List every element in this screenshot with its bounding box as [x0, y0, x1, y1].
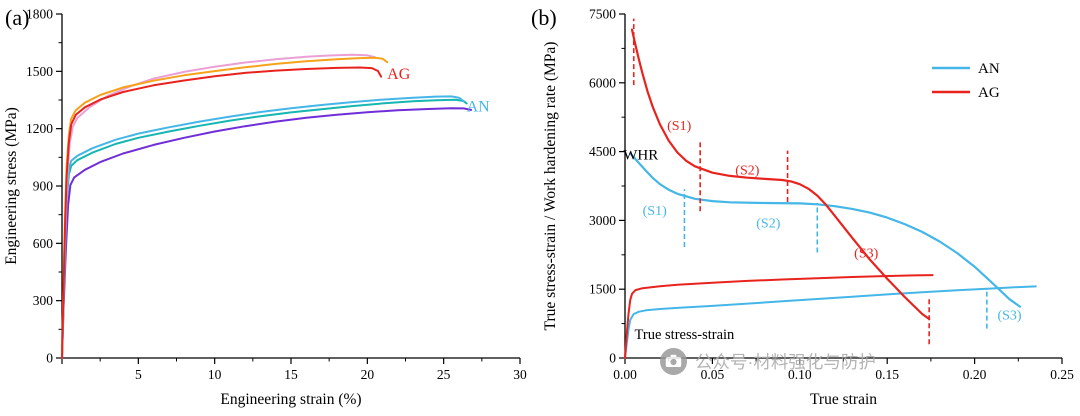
series-line-AN-WHR [629, 152, 1022, 308]
y-axis-title: True stress-strain / Work hardening rate… [542, 42, 559, 331]
legend-label-AG: AG [978, 85, 1000, 101]
y-tick-label: 1200 [26, 121, 53, 136]
legend-label-AN: AN [978, 61, 1000, 77]
series-line-AG-true-stress [624, 274, 934, 359]
y-tick-label: 3000 [589, 213, 616, 228]
annotation: AG [387, 66, 411, 83]
x-axis-title: Engineering strain (%) [220, 391, 361, 408]
annotation: (S3) [997, 308, 1021, 323]
x-axis-title: True strain [810, 391, 877, 408]
panel-label-a: (a) [5, 5, 30, 30]
series-line-AN-true-stress [624, 285, 1037, 359]
y-tick-label: 0 [46, 351, 53, 366]
y-tick-label: 7500 [589, 7, 616, 22]
y-tick-label: 1500 [26, 64, 53, 79]
annotation: (S1) [667, 119, 691, 134]
x-tick-label: 0.20 [963, 367, 987, 382]
y-tick-label: 900 [33, 179, 54, 194]
x-tick-label: 0.00 [613, 367, 637, 382]
y-tick-label: 6000 [589, 75, 616, 90]
x-tick-label: 0.10 [788, 367, 812, 382]
x-tick-label: 30 [513, 367, 527, 382]
x-tick-label: 15 [284, 367, 298, 382]
y-tick-label: 1500 [589, 282, 616, 297]
annotation: (S2) [735, 163, 759, 178]
series-line-AN-cyan [61, 95, 465, 359]
x-tick-label: 0.25 [1050, 367, 1074, 382]
series-line-AG-WHR [630, 28, 931, 321]
x-tick-label: 0.05 [701, 367, 725, 382]
engineering-stress-strain-chart: 5 10 15 20 25 300300600900120015001800AGANEng… [3, 7, 527, 409]
series-line-AG-red [61, 66, 383, 359]
panel-label-b: (b) [531, 5, 557, 30]
camera-icon [660, 348, 687, 375]
watermark-text: 公众号·材料强化与防护 [695, 352, 876, 372]
y-tick-label: 0 [609, 351, 616, 366]
annotation: True stress-strain [635, 327, 736, 343]
y-axis-title: Engineering stress (MPa) [3, 107, 20, 265]
y-tick-label: 300 [33, 293, 54, 308]
y-tick-label: 4500 [589, 144, 616, 159]
axes [61, 14, 520, 359]
annotation: AN [467, 98, 491, 115]
y-tick-label: 600 [33, 236, 54, 251]
series-line-AN-purple [61, 107, 473, 359]
x-tick-label: 25 [437, 367, 451, 382]
x-tick-label: 20 [361, 367, 375, 382]
true-stress-whr-chart: 0.00 0.05 0.10 0.15 0.20 0.25 0 1500 3000 4500 600… [542, 7, 1074, 409]
series-line-AG-pink [61, 53, 376, 359]
annotation: (S2) [756, 217, 780, 232]
x-tick-label: 0.15 [875, 367, 899, 382]
y-tick-label: 1800 [26, 7, 53, 22]
annotation: WHR [623, 148, 658, 164]
annotation: (S1) [643, 204, 667, 219]
annotation: (S3) [854, 246, 878, 261]
x-tick-label: 5 [135, 367, 142, 382]
watermark: 公众号·材料强化与防护 [660, 348, 876, 375]
x-tick-label: 10 [208, 367, 222, 382]
